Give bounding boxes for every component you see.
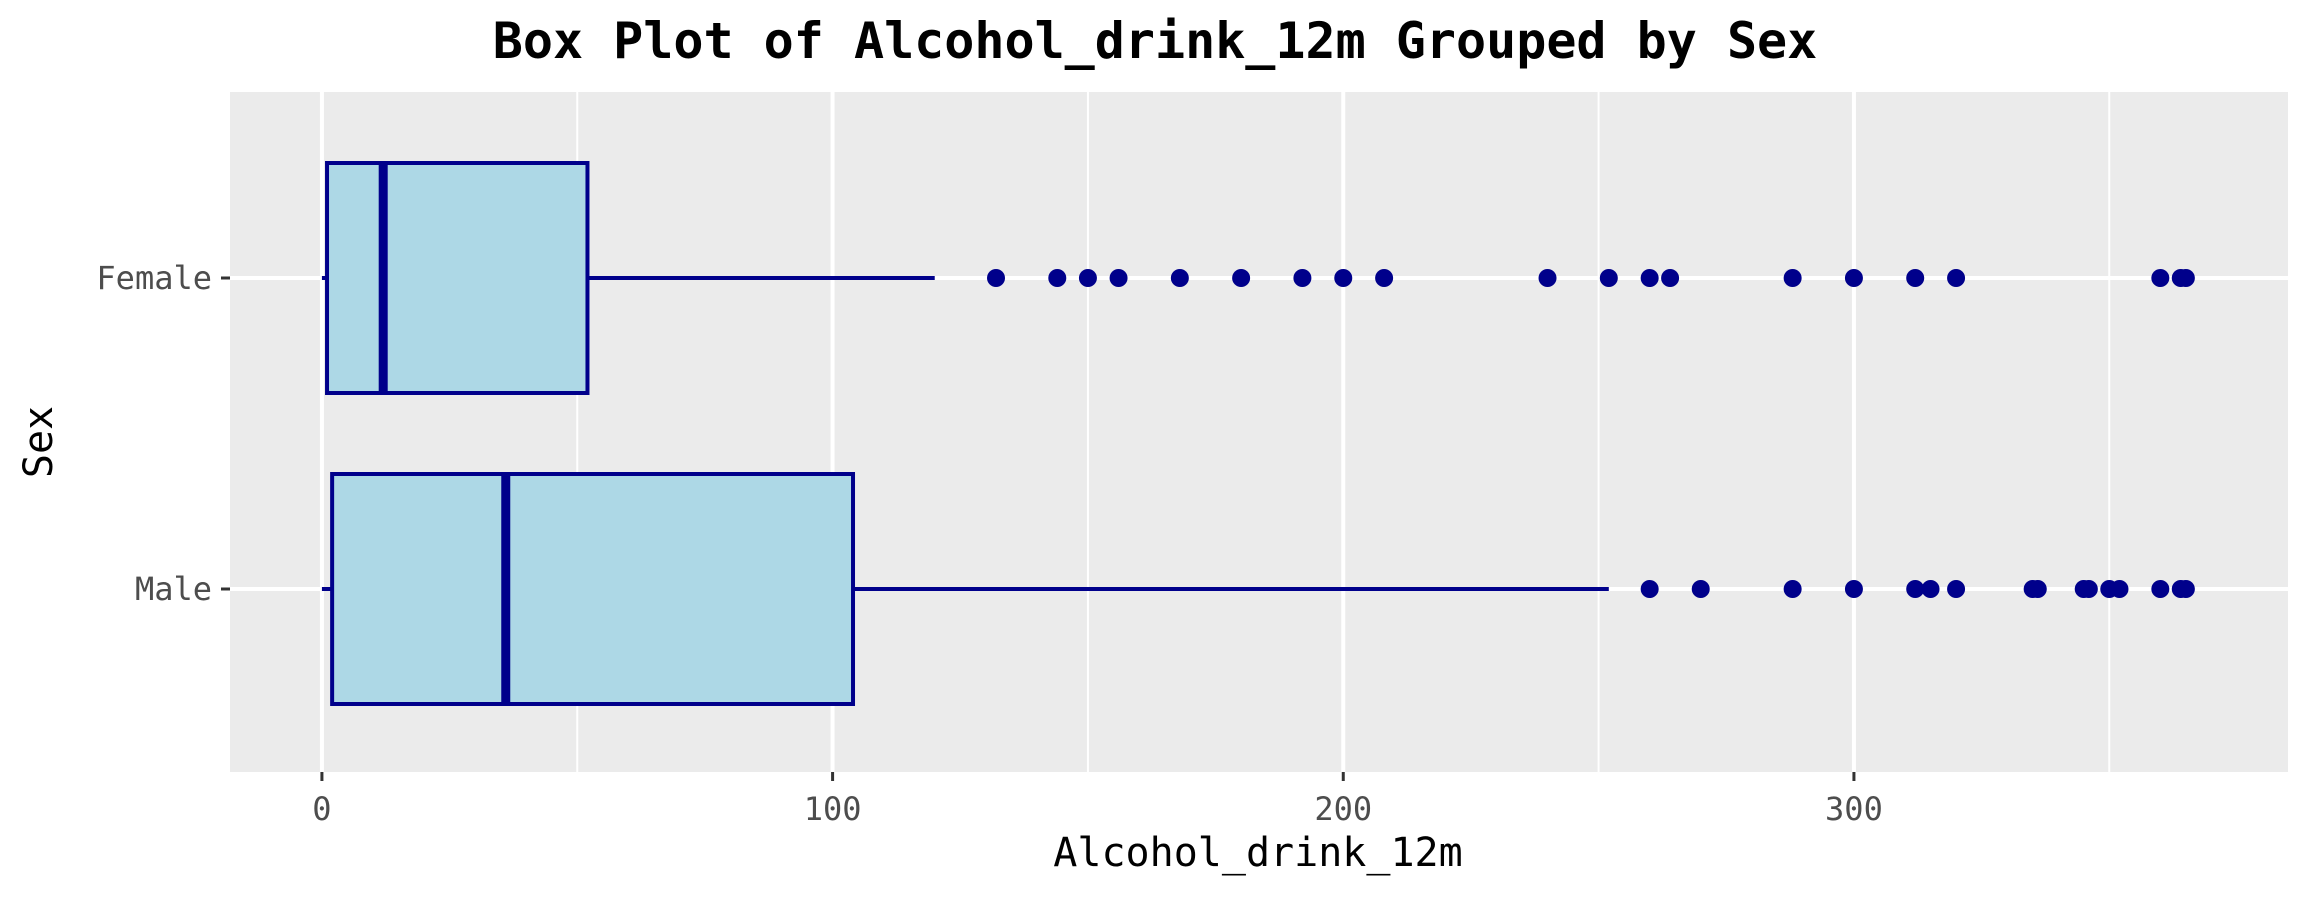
outlier-point <box>1783 580 1802 598</box>
outlier-point <box>1293 269 1312 287</box>
outlier-point <box>2176 580 2195 598</box>
outlier-point <box>1947 269 1966 287</box>
outlier-point <box>1921 580 1940 598</box>
outlier-point <box>1947 580 1966 598</box>
outlier-point <box>1844 269 1863 287</box>
box-iqr <box>330 472 856 706</box>
outlier-point <box>2028 580 2047 598</box>
outlier-point <box>1170 269 1189 287</box>
outlier-point <box>1109 269 1128 287</box>
y-axis-tick-label: Male <box>135 570 212 608</box>
outlier-point <box>1844 580 1863 598</box>
outlier-point <box>2176 269 2195 287</box>
outlier-point <box>1232 269 1251 287</box>
box-layer <box>321 161 2195 706</box>
chart-title: Box Plot of Alcohol_drink_12m Grouped by… <box>493 12 1818 70</box>
x-axis-tick-label: 300 <box>1825 790 1883 828</box>
outlier-point <box>987 269 1006 287</box>
outlier-point <box>1334 269 1353 287</box>
box-iqr <box>325 161 590 395</box>
y-axis-tick-label: Female <box>96 259 212 297</box>
outlier-point <box>1783 269 1802 287</box>
outlier-point <box>1640 269 1659 287</box>
outlier-point <box>1691 580 1710 598</box>
outlier-point <box>1078 269 1097 287</box>
outlier-point <box>1538 269 1557 287</box>
outlier-point <box>2151 269 2170 287</box>
x-axis-tick-label: 100 <box>804 790 862 828</box>
x-axis-tick-label: 200 <box>1314 790 1372 828</box>
outlier-point <box>1599 269 1618 287</box>
outlier-point <box>1375 269 1394 287</box>
outlier-point <box>1640 580 1659 598</box>
axis-layer: 0 100 200 300 Female Male <box>96 259 1882 828</box>
y-axis-title: Sex <box>16 406 62 478</box>
outlier-point <box>1048 269 1067 287</box>
x-axis-tick-label: 0 <box>312 790 331 828</box>
outlier-point <box>1661 269 1680 287</box>
outlier-point <box>1906 269 1925 287</box>
outlier-point <box>2151 580 2170 598</box>
outlier-point <box>2110 580 2129 598</box>
outlier-point <box>2079 580 2098 598</box>
outlier-point <box>1906 580 1925 598</box>
x-axis-title: Alcohol_drink_12m <box>1053 830 1462 876</box>
